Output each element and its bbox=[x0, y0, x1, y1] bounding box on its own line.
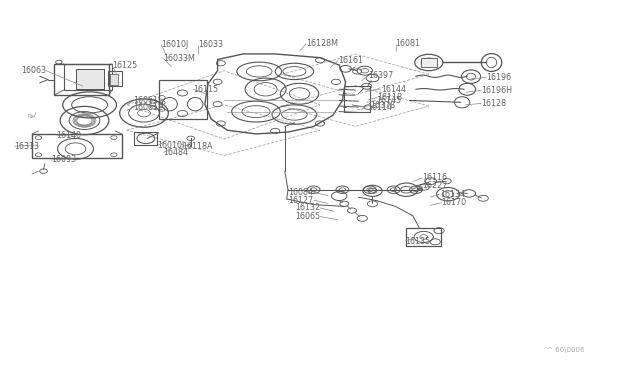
Text: 16063: 16063 bbox=[21, 66, 46, 75]
Text: 16144: 16144 bbox=[381, 85, 406, 94]
Bar bbox=[32, 134, 122, 158]
Text: 16128: 16128 bbox=[481, 99, 506, 108]
Text: 16084: 16084 bbox=[289, 188, 314, 197]
Text: 16196: 16196 bbox=[486, 73, 511, 82]
Bar bbox=[108, 71, 122, 86]
Text: 16313: 16313 bbox=[14, 142, 39, 151]
Text: 16170: 16170 bbox=[442, 198, 467, 207]
Text: 16161: 16161 bbox=[338, 56, 363, 65]
Bar bbox=[159, 80, 207, 119]
Text: 16033M: 16033M bbox=[163, 54, 195, 63]
Text: 16061: 16061 bbox=[133, 96, 158, 105]
Text: 16132: 16132 bbox=[295, 203, 320, 212]
Bar bbox=[406, 228, 441, 246]
Text: 16115: 16115 bbox=[193, 85, 218, 94]
Bar bbox=[421, 58, 437, 67]
Text: 16128M: 16128M bbox=[306, 39, 338, 48]
Bar bbox=[134, 132, 157, 145]
Text: 16397: 16397 bbox=[368, 71, 393, 80]
Text: ^ 60\0006: ^ 60\0006 bbox=[547, 347, 585, 353]
Text: 16061E: 16061E bbox=[133, 103, 163, 112]
Text: 16081: 16081 bbox=[396, 39, 420, 48]
Text: 16065: 16065 bbox=[295, 212, 320, 221]
Text: 16125: 16125 bbox=[112, 61, 137, 70]
Text: 16134: 16134 bbox=[440, 190, 465, 199]
Text: 16127: 16127 bbox=[289, 196, 314, 205]
Text: 16093: 16093 bbox=[51, 155, 76, 164]
Text: 16484: 16484 bbox=[163, 148, 188, 157]
Text: 16033: 16033 bbox=[198, 40, 223, 49]
Text: 16140: 16140 bbox=[56, 131, 81, 140]
Bar bbox=[110, 74, 118, 85]
Text: 16010J: 16010J bbox=[161, 40, 189, 49]
Text: 16145: 16145 bbox=[376, 96, 401, 105]
Text: 16118: 16118 bbox=[378, 93, 403, 102]
Text: 16114: 16114 bbox=[367, 103, 392, 112]
Text: 16010J: 16010J bbox=[157, 141, 184, 150]
Text: Rh: Rh bbox=[28, 113, 34, 119]
Bar bbox=[76, 69, 104, 89]
Text: 16378: 16378 bbox=[370, 101, 395, 110]
Bar bbox=[64, 64, 112, 90]
Text: 16116: 16116 bbox=[422, 173, 447, 182]
Bar bbox=[54, 64, 109, 95]
Text: 16196H: 16196H bbox=[481, 86, 512, 95]
Bar bbox=[344, 86, 370, 112]
Text: 16227: 16227 bbox=[422, 182, 448, 190]
Text: 16118A: 16118A bbox=[182, 142, 213, 151]
Text: 16135: 16135 bbox=[405, 237, 430, 246]
Bar bbox=[76, 69, 104, 89]
